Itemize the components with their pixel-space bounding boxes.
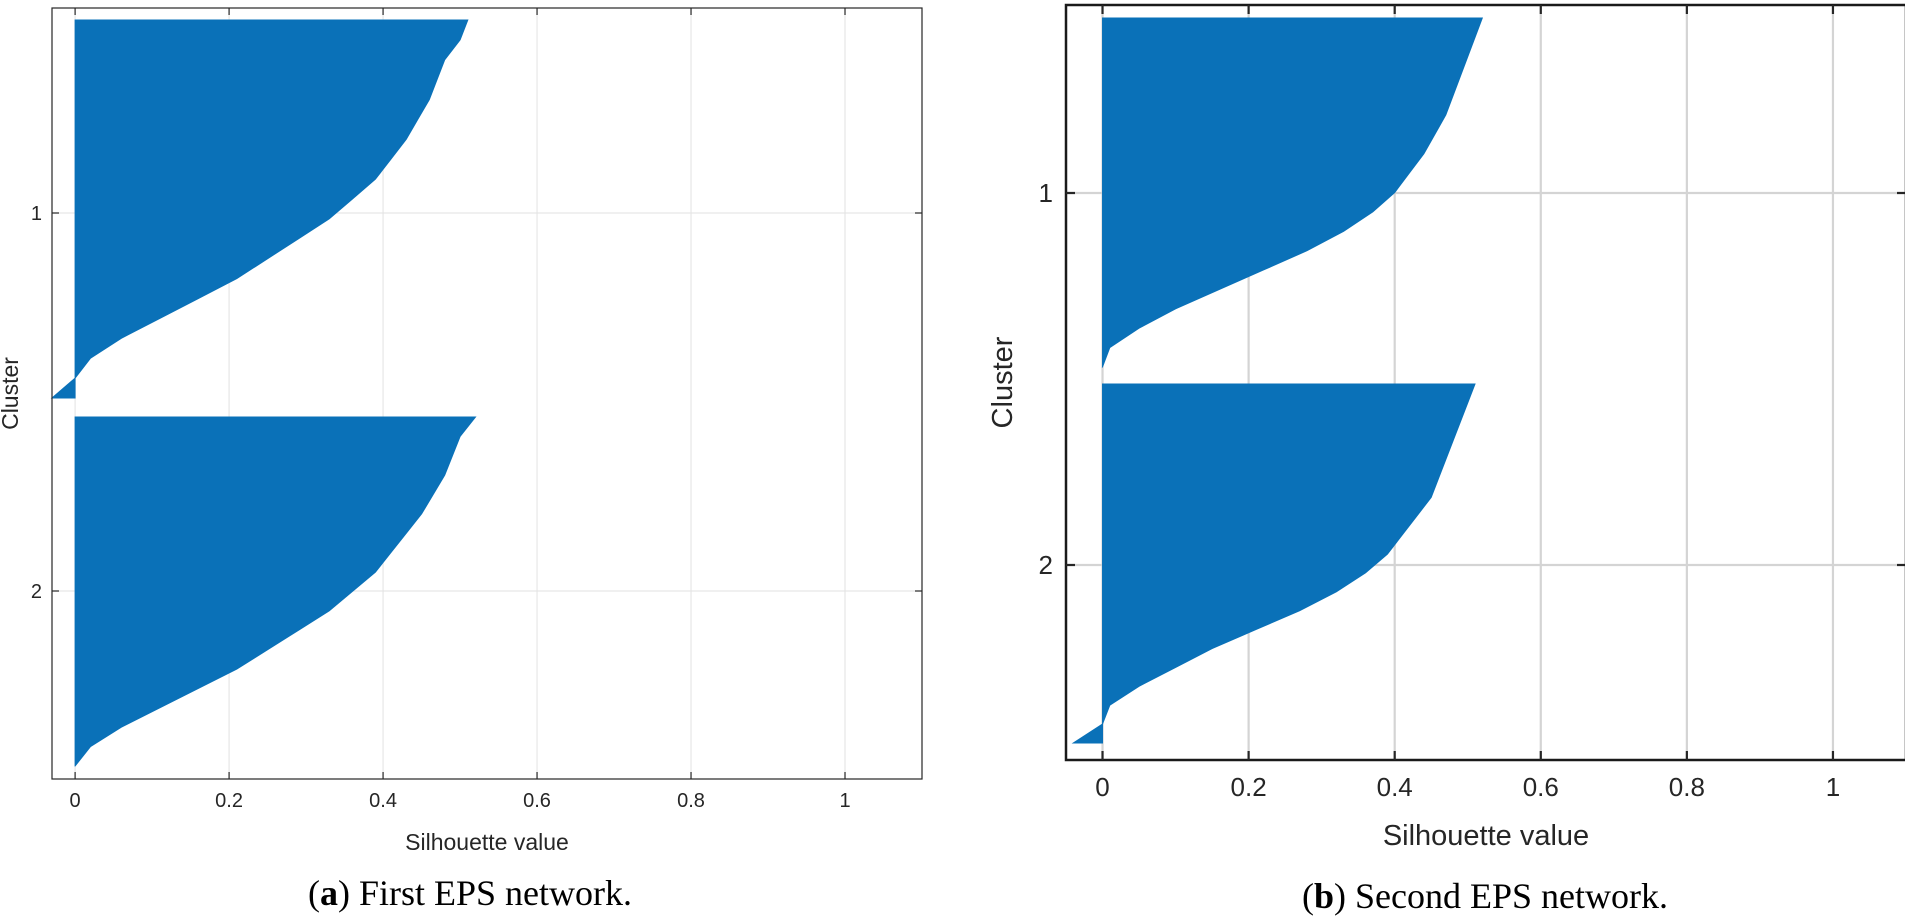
panel-a-y-axis-title: Cluster — [0, 357, 23, 430]
panel-a-y-tick-label: 1 — [31, 203, 42, 225]
panel-b-caption-text: ) Second EPS network. — [1334, 876, 1668, 916]
panel-b-x-axis-title: Silhouette value — [1383, 820, 1589, 852]
panel-a-bars — [50, 19, 477, 767]
panel-b-x-tick-label: 0.6 — [1523, 772, 1559, 802]
panel-a-x-tick-label: 0 — [70, 790, 81, 812]
panel-b-x-tick-label: 0 — [1095, 772, 1109, 802]
panel-a-caption: (a) First EPS network. — [308, 873, 632, 913]
panel-b-bars — [1071, 17, 1484, 744]
panel-a-caption-text: ) First EPS network. — [338, 873, 632, 913]
panel-a-cluster-2-silhouette — [74, 416, 477, 767]
panel-a-x-tick-label: 1 — [839, 790, 850, 812]
panel-b-x-tick-label: 0.2 — [1231, 772, 1267, 802]
panel-b-axes-box — [1064, 3, 1905, 762]
panel-b-x-tick-label: 0.8 — [1669, 772, 1705, 802]
panel-a-axes-box — [51, 7, 923, 780]
panel-b-cluster-2-silhouette — [1071, 383, 1476, 744]
panel-b: 0 0.2 0.4 0.6 0.8 1 1 2 Silhouette value Cluste… — [987, 3, 1905, 916]
panel-b-cluster-1-silhouette — [1101, 17, 1484, 368]
panel-a-y-tick-label: 2 — [31, 581, 42, 603]
panel-b-caption-open-paren: ( — [1302, 876, 1314, 916]
panel-b-x-tick-label: 1 — [1826, 772, 1840, 802]
panel-b-caption-letter: b — [1314, 876, 1334, 916]
panel-b-ticks: 0 0.2 0.4 0.6 0.8 1 1 2 — [1039, 5, 1905, 802]
panel-a: 0 0.2 0.4 0.6 0.8 1 1 2 Silhouette value Cluste… — [0, 7, 923, 913]
panel-b-caption: (b) Second EPS network. — [1302, 876, 1668, 916]
panel-b-y-tick-label: 2 — [1039, 550, 1053, 580]
panel-a-x-axis-title: Silhouette value — [405, 829, 569, 855]
panel-b-x-tick-label: 0.4 — [1377, 772, 1413, 802]
panel-a-x-tick-label: 0.2 — [215, 790, 243, 812]
panel-a-x-tick-label: 0.4 — [369, 790, 397, 812]
panel-a-x-tick-label: 0.8 — [677, 790, 705, 812]
panel-a-ticks: 0 0.2 0.4 0.6 0.8 1 1 2 — [31, 8, 922, 812]
panel-a-cluster-1-silhouette — [50, 19, 469, 399]
panel-b-y-axis-title: Cluster — [987, 336, 1019, 428]
panel-a-caption-open-paren: ( — [308, 873, 320, 913]
panel-a-caption-letter: a — [320, 873, 338, 913]
panel-b-y-tick-label: 1 — [1039, 178, 1053, 208]
panel-a-x-tick-label: 0.6 — [523, 790, 551, 812]
